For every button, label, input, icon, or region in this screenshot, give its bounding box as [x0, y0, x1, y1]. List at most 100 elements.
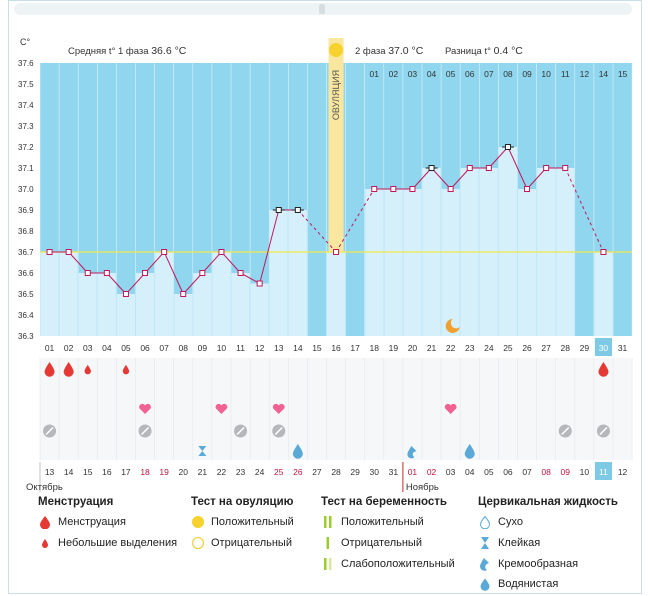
symptom-area: [40, 358, 633, 460]
temperature-bar: [403, 189, 422, 336]
temperature-point: [466, 165, 473, 171]
cycle-day-label: 11: [236, 343, 245, 353]
date-label: 07: [522, 467, 532, 477]
legend-pregnancy-test-title: Тест на беременность: [321, 496, 447, 508]
watery-icon: [464, 444, 475, 459]
temperature-line-segment: [163, 251, 184, 295]
date-label: 08: [541, 467, 551, 477]
temperature-bar: [97, 273, 116, 336]
cycle-day-row: [40, 338, 633, 356]
phase2-label: 2 фаза 37.0 °C: [355, 45, 424, 57]
temperature-line-segment: [68, 251, 89, 274]
y-tick-label: 36.3: [18, 332, 34, 341]
cycle-day-label: 03: [83, 343, 93, 353]
date-label: 16: [102, 467, 112, 477]
date-label: 28: [331, 467, 341, 477]
legend-cervical-title: Цервикальная жидкость: [478, 496, 618, 508]
temperature-bar: [498, 147, 517, 336]
temperature-line-segment: [182, 272, 203, 295]
temperature-point: [428, 165, 435, 171]
temperature-point: [562, 165, 569, 171]
date-label: 13: [45, 467, 55, 477]
sticky-icon: [198, 446, 207, 456]
temperature-line-segment: [144, 251, 165, 274]
temperature-point: [199, 270, 206, 276]
date-label: 31: [389, 467, 399, 477]
cycle-day-label: 10: [217, 343, 227, 353]
temperature-bar: [269, 210, 288, 336]
temperature-point: [294, 207, 301, 213]
heavy-drop-icon: [598, 362, 609, 377]
date-label: 05: [484, 467, 494, 477]
date-label: 23: [236, 467, 246, 477]
top-day-label: 03: [408, 69, 418, 79]
top-day-label: 06: [465, 69, 475, 79]
temperature-point: [122, 291, 129, 297]
cycle-day-label: 29: [580, 343, 590, 353]
temperature-bar: [59, 252, 78, 336]
cycle-day-label: 24: [484, 343, 494, 353]
date-label: 20: [179, 467, 189, 477]
top-day-label: 12: [580, 69, 590, 79]
date-label: 18: [140, 467, 150, 477]
cycle-day-label: 26: [522, 343, 532, 353]
phase1-box: [40, 38, 322, 62]
legend-pregtest-negative: Отрицательный: [321, 536, 422, 550]
temperature-bar: [40, 252, 59, 336]
cycle-day-label: 18: [370, 343, 380, 353]
small-drop-icon: [122, 364, 130, 375]
scrollbar-thumb[interactable]: [319, 4, 325, 14]
cycle-day-label: 12: [255, 343, 265, 353]
temperature-line-segment: [125, 272, 146, 295]
date-label: 17: [121, 467, 131, 477]
date-label: 27: [312, 467, 322, 477]
temperature-point: [65, 249, 72, 255]
legend-label: Отрицательный: [341, 537, 422, 549]
temperature-point: [46, 249, 53, 255]
date-label: 24: [255, 467, 265, 477]
single-line-icon: [326, 537, 329, 549]
diff-label: Разница t° 0.4 °C: [445, 45, 523, 57]
empty-circle-icon: [191, 536, 205, 550]
cycle-day-label: 07: [159, 343, 169, 353]
cycle-day-label: 31: [618, 343, 628, 353]
legend-label: Положительный: [211, 516, 294, 528]
legend-pregtest-positive: Положительный: [321, 515, 424, 529]
horizontal-scrollbar[interactable]: [14, 3, 632, 15]
date-label: 15: [83, 467, 93, 477]
top-day-label: 11: [561, 69, 570, 79]
legend-menstruation-item: Менструация: [38, 515, 126, 529]
heavy-drop-icon: [44, 362, 55, 377]
cycle-day-label: 20: [408, 343, 418, 353]
top-day-label: 05: [446, 69, 456, 79]
cycle-day-label: 23: [465, 343, 475, 353]
temperature-bar: [78, 273, 97, 336]
date-label: 03: [446, 467, 456, 477]
temperature-bar: [212, 252, 231, 336]
legend-label: Кремообразная: [498, 558, 579, 570]
temperature-bar: [231, 273, 250, 336]
cycle-day-label: 15: [312, 343, 322, 353]
today-highlight: [594, 338, 612, 356]
date-label: 25: [274, 467, 284, 477]
cycle-day-label: 08: [179, 343, 189, 353]
cycle-day-label: 17: [350, 343, 360, 353]
temperature-line-segment: [450, 167, 471, 190]
temperature-point: [390, 186, 397, 192]
temperature-bar: [594, 252, 613, 336]
temperature-point: [524, 186, 531, 192]
month-label-october: Октябрь: [26, 482, 63, 493]
ovulation-label: ОВУЛЯЦИЯ: [331, 70, 341, 120]
top-day-label: 10: [541, 69, 551, 79]
temperature-point: [84, 270, 91, 276]
no-icon-slash: [274, 426, 283, 436]
no-icon-slash: [45, 426, 54, 436]
temperature-point: [256, 280, 263, 287]
temperature-line-segment: [240, 272, 260, 284]
temperature-bar: [384, 189, 403, 336]
cycle-day-label: 06: [140, 343, 150, 353]
moon-icon: [445, 319, 460, 333]
temperature-point: [485, 165, 492, 171]
temperature-bar: [518, 189, 537, 336]
date-label: 10: [580, 467, 590, 477]
